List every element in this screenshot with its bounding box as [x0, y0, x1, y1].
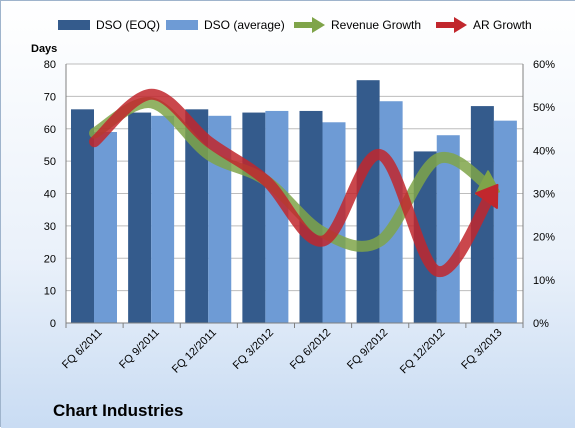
- chart-title: Chart Industries: [53, 401, 183, 420]
- y2-tick-label: 20%: [533, 232, 555, 244]
- y2-tick-label: 40%: [533, 145, 555, 157]
- bar-dso-average: [265, 110, 289, 323]
- legend-label-dso-average: DSO (average): [204, 18, 285, 32]
- y-tick-label: 70: [44, 91, 56, 103]
- bar-dso-eoq: [356, 80, 380, 323]
- y-tick-label: 30: [44, 221, 56, 233]
- ar-growth-line: [89, 88, 497, 277]
- y-tick-label: 0: [50, 318, 56, 330]
- bar-dso-eoq: [128, 112, 152, 323]
- y-tick-label: 60: [44, 124, 56, 136]
- legend-swatch-dso-average: [166, 20, 198, 30]
- y2-tick-label: 30%: [533, 189, 555, 201]
- y2-tick-label: 60%: [533, 59, 555, 71]
- revenue-growth-line: [89, 97, 495, 252]
- y-tick-label: 20: [44, 253, 56, 265]
- bar-dso-eoq: [242, 112, 266, 323]
- y2-tick-label: 10%: [533, 275, 555, 287]
- legend: DSO (EOQ) DSO (average) Revenue Growth AR G…: [58, 17, 532, 33]
- legend-arrow-ar-growth: [454, 17, 467, 33]
- legend-swatch-dso-eoq: [58, 20, 90, 30]
- legend-label-dso-eoq: DSO (EOQ): [96, 18, 160, 32]
- y2-tick-label: 50%: [533, 102, 555, 114]
- y2-tick-label: 0%: [533, 318, 549, 330]
- bar-dso-eoq: [71, 109, 94, 323]
- bar-dso-eoq: [185, 109, 209, 323]
- legend-label-ar-growth: AR Growth: [473, 18, 532, 32]
- bar-dso-average: [94, 131, 117, 323]
- y-tick-label: 50: [44, 156, 56, 168]
- y-axis-title: Days: [31, 43, 57, 55]
- bar-dso-eoq: [413, 151, 437, 323]
- y-tick-label: 80: [44, 59, 56, 71]
- legend-arrow-revenue-growth: [312, 17, 325, 33]
- bar-dso-average: [493, 120, 517, 323]
- y-tick-label: 10: [44, 286, 56, 298]
- plot-area: 010203040506070800%10%20%30%40%50%60%FQ …: [44, 59, 555, 376]
- legend-label-revenue-growth: Revenue Growth: [331, 18, 421, 32]
- ar-growth-arrowhead: [474, 183, 499, 209]
- y-tick-label: 40: [44, 189, 56, 201]
- bar-dso-average: [151, 115, 175, 323]
